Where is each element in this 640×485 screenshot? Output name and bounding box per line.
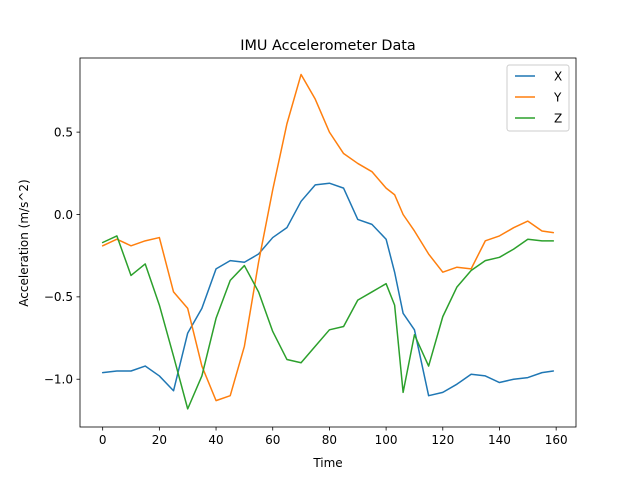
chart-title: IMU Accelerometer Data [240, 38, 416, 54]
series-line-z [101, 235, 555, 410]
x-tick-label: 100 [375, 433, 398, 447]
x-tick-label: 80 [322, 433, 337, 447]
x-tick-label: 60 [265, 433, 280, 447]
x-axis-label: Time [312, 456, 342, 470]
plot-area: 0 20 40 60 80 100 120 140 160 −1.0 −0.5 0.0 0.5 XYZ [44, 57, 577, 447]
y-tick-label: −0.5 [44, 290, 73, 304]
plot-frame [79, 57, 577, 428]
x-tick-label: 20 [152, 433, 167, 447]
x-tick-label: 120 [431, 433, 454, 447]
x-tick-label: 140 [488, 433, 511, 447]
y-tick-label: 0.5 [54, 125, 73, 139]
legend-box [506, 64, 570, 132]
legend-label-x: X [554, 69, 562, 83]
series-line-y [101, 73, 555, 402]
legend-label-z: Z [554, 111, 562, 125]
x-tick-label: 40 [208, 433, 223, 447]
y-tick-label: −1.0 [44, 373, 73, 387]
x-tick-label: 160 [545, 433, 568, 447]
y-tick-label: 0.0 [54, 208, 73, 222]
series-line-x [101, 182, 555, 397]
x-tick-label: 0 [99, 433, 107, 447]
y-axis-label: Acceleration (m/s^2) [17, 179, 31, 306]
legend-label-y: Y [553, 90, 562, 104]
